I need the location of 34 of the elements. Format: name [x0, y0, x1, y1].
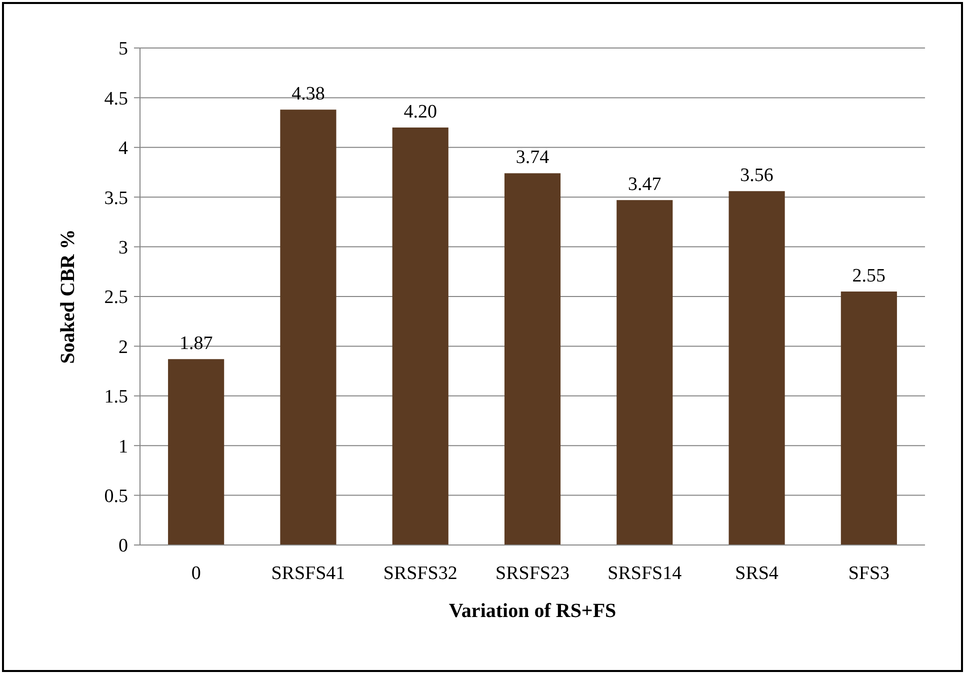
bar — [392, 128, 448, 545]
bar — [728, 191, 785, 545]
y-tick-label: 1.5 — [104, 386, 128, 408]
y-tick-label: 4.5 — [104, 88, 128, 110]
y-tick-label: 1 — [118, 436, 128, 458]
bar — [168, 359, 224, 545]
data-label: 2.55 — [852, 266, 886, 287]
x-axis-title: Variation of RS+FS — [448, 600, 616, 622]
y-tick-label: 2 — [118, 336, 128, 358]
y-tick-label: 5 — [118, 38, 128, 60]
y-tick-label: 3.5 — [104, 188, 128, 209]
x-tick-label: 0 — [191, 563, 201, 584]
y-tick-label: 3 — [118, 237, 128, 258]
bar — [616, 200, 673, 545]
bar — [840, 292, 897, 545]
bar — [504, 173, 561, 545]
y-axis-title: Soaked CBR % — [57, 229, 79, 364]
x-tick-label: SRS4 — [735, 563, 779, 584]
data-label: 1.87 — [179, 333, 213, 354]
y-tick-label: 4 — [118, 138, 128, 160]
y-tick-label: 2.5 — [104, 287, 128, 308]
x-tick-label: SRSFS14 — [608, 563, 682, 584]
bar — [280, 110, 336, 545]
x-tick-label: SRSFS23 — [496, 563, 570, 584]
data-label: 4.38 — [292, 84, 325, 105]
data-label: 3.74 — [516, 147, 550, 168]
data-label: 3.56 — [740, 165, 774, 186]
data-label: 3.47 — [628, 174, 662, 196]
data-label: 4.20 — [404, 102, 437, 123]
y-tick-label: 0 — [118, 536, 128, 557]
x-tick-label: SFS3 — [848, 563, 890, 584]
x-tick-label: SRSFS41 — [271, 563, 346, 584]
y-tick-label: 0.5 — [104, 486, 128, 507]
x-tick-label: SRSFS32 — [383, 563, 458, 584]
